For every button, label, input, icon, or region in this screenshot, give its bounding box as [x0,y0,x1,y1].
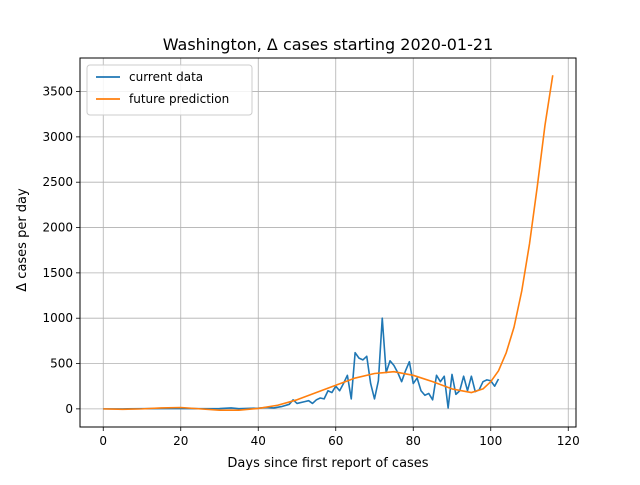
chart-title: Washington, Δ cases starting 2020-01-21 [163,35,494,54]
y-tick-label: 2000 [42,221,73,235]
x-tick-label: 20 [173,434,188,448]
y-tick-label: 1000 [42,311,73,325]
series-layer [103,75,554,412]
y-tick-label: 3500 [42,85,73,99]
legend-label: future prediction [129,92,229,106]
series-line-future-prediction [103,75,554,412]
x-tick-label: 100 [479,434,502,448]
x-tick-label: 80 [406,434,421,448]
x-tick-label: 0 [99,434,107,448]
y-tick-label: 1500 [42,266,73,280]
y-tick-label: 0 [65,402,73,416]
y-tick-label: 2500 [42,175,73,189]
y-axis-label: Δ cases per day [15,188,30,292]
legend-box [86,64,253,116]
legend: current data future prediction [86,64,253,116]
y-tick-label: 3000 [42,130,73,144]
x-axis-label: Days since first report of cases [227,456,428,471]
x-tick-label: 60 [328,434,343,448]
x-tick-label: 40 [251,434,266,448]
x-tick-label: 120 [557,434,580,448]
legend-label: current data [129,70,203,84]
ticks: 0 20 40 60 80 100 120 0 500 1000 1500 2000 2500 3000 3… [42,85,579,448]
y-tick-label: 500 [50,357,73,371]
plot-frame [79,57,577,428]
